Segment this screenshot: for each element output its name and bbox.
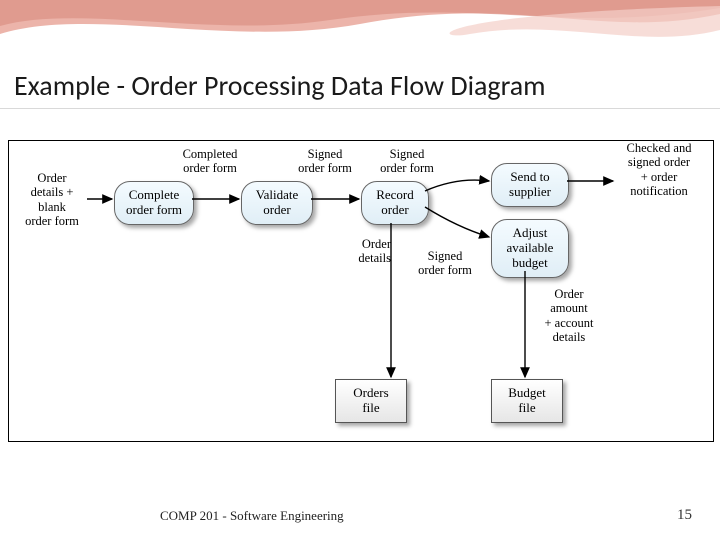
label-completed-order-form: Completedorder form bbox=[167, 147, 253, 176]
store-orders-file: Ordersfile bbox=[335, 379, 407, 423]
title-underline bbox=[0, 108, 720, 109]
store-budget-file: Budgetfile bbox=[491, 379, 563, 423]
label-order-details: Orderdetails bbox=[331, 237, 391, 266]
edge-record-supplier bbox=[425, 180, 489, 191]
header-wave-decoration bbox=[0, 0, 720, 70]
process-validate-order: Validateorder bbox=[241, 181, 313, 225]
footer-course: COMP 201 - Software Engineering bbox=[160, 508, 344, 524]
label-input-flow: Orderdetails +blankorder form bbox=[15, 171, 89, 229]
slide-title: Example - Order Processing Data Flow Dia… bbox=[14, 68, 546, 103]
label-output-flow: Checked andsigned order+ ordernotificati… bbox=[609, 141, 709, 199]
process-complete-order-form: Completeorder form bbox=[114, 181, 194, 225]
edge-record-adjust bbox=[425, 207, 489, 237]
label-signed-order-form-1: Signedorder form bbox=[285, 147, 365, 176]
slide: Example - Order Processing Data Flow Dia… bbox=[0, 0, 720, 540]
diagram-frame: Completeorder form Validateorder Recordo… bbox=[8, 140, 714, 442]
label-order-amount: Orderamount+ accountdetails bbox=[529, 287, 609, 345]
page-number: 15 bbox=[677, 507, 692, 524]
process-send-to-supplier: Send tosupplier bbox=[491, 163, 569, 207]
label-signed-order-form-2: Signedorder form bbox=[367, 147, 447, 176]
process-adjust-budget: Adjustavailablebudget bbox=[491, 219, 569, 278]
process-record-order: Recordorder bbox=[361, 181, 429, 225]
label-signed-order-form-3: Signedorder form bbox=[405, 249, 485, 278]
